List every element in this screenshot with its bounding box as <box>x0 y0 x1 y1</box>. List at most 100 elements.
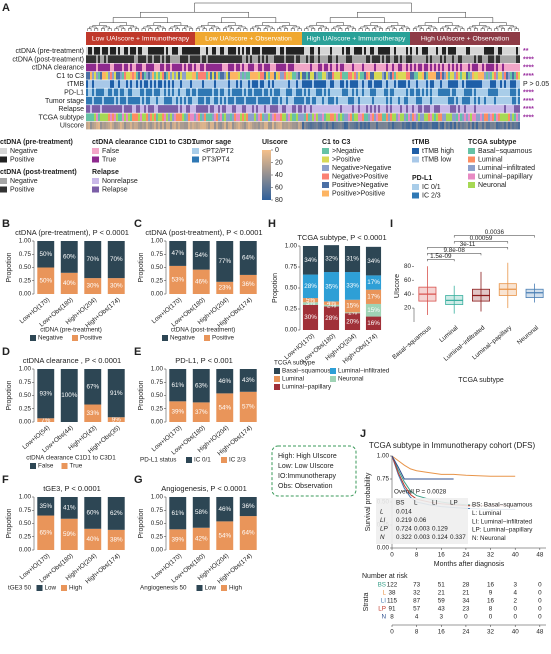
heatmap-cell <box>126 63 128 72</box>
heatmap-cell <box>302 88 304 97</box>
heatmap-cell <box>426 71 428 80</box>
heatmap-cell <box>234 88 236 97</box>
heatmap-cell <box>142 113 144 122</box>
heatmap-cell <box>324 121 326 130</box>
heatmap-cell <box>402 113 404 122</box>
heatmap-cell <box>346 105 348 113</box>
heatmap-cell <box>196 105 198 113</box>
risk-count: 91 <box>388 606 396 613</box>
comparison-label: 0.00059 <box>470 235 493 242</box>
heatmap-cell <box>278 105 280 113</box>
comparison-label: 3e-11 <box>460 241 476 248</box>
heatmap-cell <box>156 96 158 105</box>
heatmap-cell <box>98 88 100 97</box>
chart-title: TCGA subtype in Immunotherapy cohort (DF… <box>369 441 536 450</box>
value-label: 91% <box>110 390 123 397</box>
heatmap-cell <box>452 80 454 88</box>
heatmap-cell <box>252 113 254 122</box>
heatmap-cell <box>412 63 414 72</box>
heatmap-cell <box>474 47 476 55</box>
heatmap-cell <box>378 88 380 97</box>
risk-strata: LP <box>378 606 386 613</box>
heatmap-cell <box>266 71 268 80</box>
heatmap-cell <box>310 113 312 122</box>
heatmap-cell <box>502 71 504 80</box>
heatmap-cell <box>492 71 494 80</box>
heatmap-cell <box>420 96 422 105</box>
legend-title: ctDNA (post-treatment) <box>0 169 77 176</box>
heatmap-cell <box>280 113 282 122</box>
heatmap-cell <box>424 88 426 97</box>
heatmap-cell <box>222 105 224 113</box>
heatmap-cell <box>106 47 108 55</box>
heatmap-cell <box>462 47 464 55</box>
heatmap-cell <box>236 63 238 72</box>
heatmap-cell <box>188 63 190 72</box>
heatmap-cell <box>486 105 488 113</box>
heatmap-cell <box>326 47 328 55</box>
heatmap-cell <box>204 121 206 130</box>
heatmap-cell <box>458 80 460 88</box>
heatmap-cell <box>408 113 410 122</box>
heatmap-cell <box>120 63 122 72</box>
heatmap-cell <box>494 96 496 105</box>
heatmap-cell <box>322 63 324 72</box>
heatmap-cell <box>440 105 442 113</box>
bar-segment <box>302 298 319 303</box>
heatmap-cell <box>332 55 334 63</box>
heatmap-cell <box>242 113 244 122</box>
heatmap-cell <box>426 88 428 97</box>
heatmap-cell <box>184 121 186 130</box>
heatmap-cell <box>248 121 250 130</box>
heatmap-cell <box>450 88 452 97</box>
row-significance: **** <box>523 56 534 63</box>
heatmap-cell <box>388 47 390 55</box>
risk-count: 115 <box>387 598 398 605</box>
heatmap-cell <box>258 71 260 80</box>
heatmap-cell <box>258 105 260 113</box>
heatmap-cell <box>410 113 412 122</box>
value-label: 17% <box>367 293 380 300</box>
heatmap-cell <box>244 113 246 122</box>
heatmap-cell <box>376 55 378 63</box>
heatmap-cell <box>102 121 104 130</box>
heatmap-cell <box>388 105 390 113</box>
heatmap-cell <box>300 47 302 55</box>
heatmap-cell <box>370 47 372 55</box>
heatmap-cell <box>420 105 422 113</box>
heatmap-cell <box>468 96 470 105</box>
heatmap-cell <box>108 63 110 72</box>
heatmap-cell <box>312 113 314 122</box>
heatmap-cell <box>492 88 494 97</box>
heatmap-cell <box>332 121 334 130</box>
heatmap-cell <box>396 113 398 122</box>
heatmap-cell <box>154 113 156 122</box>
heatmap-cell <box>428 63 430 72</box>
heatmap-cell <box>494 88 496 97</box>
legend-swatch <box>322 165 329 171</box>
legend-swatch <box>30 463 36 469</box>
heatmap-cell <box>498 63 500 72</box>
heatmap-cell <box>256 80 258 88</box>
heatmap-cell <box>200 105 202 113</box>
heatmap-cell <box>322 105 324 113</box>
heatmap-cell <box>94 96 96 105</box>
heatmap-cell <box>138 105 140 113</box>
heatmap-cell <box>176 71 178 80</box>
heatmap-cell <box>398 63 400 72</box>
heatmap-cell <box>226 47 228 55</box>
x-tick-label: 32 <box>487 629 495 636</box>
heatmap-cell <box>86 88 88 97</box>
group-label: Low UAIscore + Immunotherapy <box>92 35 190 42</box>
risk-count: 4 <box>415 614 419 621</box>
heatmap-cell <box>470 105 472 113</box>
heatmap-cell <box>260 63 262 72</box>
heatmap-cell <box>426 113 428 122</box>
bar-segment <box>239 497 257 517</box>
heatmap-cell <box>274 88 276 97</box>
heatmap-cell <box>474 96 476 105</box>
bar-segment <box>60 272 78 294</box>
heatmap-cell <box>204 80 206 88</box>
row-label: ctDNA (post-treatment) <box>12 56 84 63</box>
heatmap-cell <box>306 71 308 80</box>
